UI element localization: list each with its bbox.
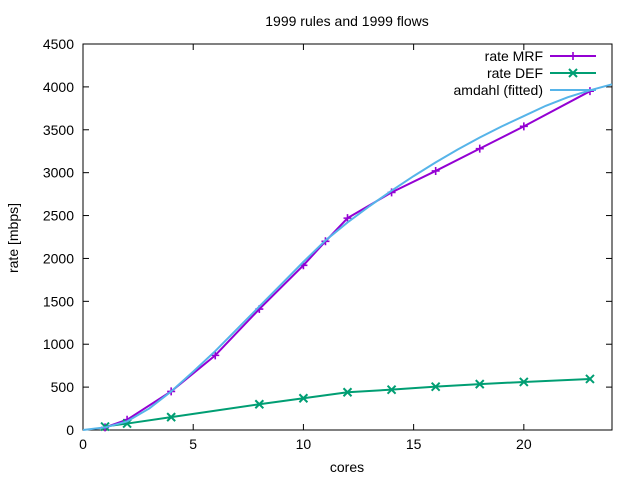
y-tick-label-2: 1000 — [43, 336, 74, 352]
series-0-point-11 — [519, 122, 528, 131]
chart-title: 1999 rules and 1999 flows — [265, 13, 428, 29]
series-1-point-5 — [342, 387, 353, 397]
series-1-point-6 — [386, 384, 397, 395]
x-tick-label-1: 5 — [189, 436, 197, 452]
y-tick-label-1: 500 — [51, 379, 75, 395]
x-tick-label-2: 10 — [296, 436, 312, 452]
y-tick-label-4: 2000 — [43, 250, 74, 266]
series-0-point-7 — [343, 214, 352, 223]
series-0-point-9 — [431, 166, 440, 175]
y-tick-label-6: 3000 — [43, 165, 74, 181]
series-line-0 — [104, 90, 591, 429]
y-tick-label-3: 1500 — [43, 293, 74, 309]
plot-area: 0 500 1000 1500 2000 2500 3000 3500 4000 4500 0 5 10… — [43, 36, 613, 452]
series-0-point-10 — [475, 144, 484, 153]
y-axis-label: rate [mbps] — [5, 203, 21, 273]
series-0-point-3 — [211, 351, 220, 360]
legend-label-0: rate MRF — [485, 48, 543, 64]
series-1-point-3 — [254, 399, 265, 409]
y-tick-label-8: 4000 — [43, 79, 74, 95]
series-1-point-4 — [298, 393, 309, 403]
y-tick-label-5: 2500 — [43, 208, 74, 224]
series-line-2 — [82, 83, 613, 431]
legend-label-2: amdahl (fitted) — [454, 82, 543, 98]
y-tick-label-0: 0 — [66, 422, 74, 438]
legend-marker-0 — [569, 52, 577, 60]
x-tick-label-0: 0 — [79, 436, 87, 452]
series-1-point-10 — [585, 374, 595, 384]
y-tick-label-7: 3500 — [43, 122, 74, 138]
x-tick-label-4: 20 — [516, 436, 532, 452]
series-1-point-2 — [166, 412, 176, 422]
series-1-point-7 — [430, 381, 441, 392]
series-1-point-9 — [519, 377, 529, 387]
legend-marker-1 — [568, 68, 578, 78]
series-1-point-8 — [475, 379, 485, 389]
plot-frame — [82, 43, 613, 431]
legend-label-1: rate DEF — [487, 65, 543, 81]
x-axis-label: cores — [330, 459, 364, 475]
x-tick-label-3: 15 — [406, 436, 422, 452]
y-tick-label-9: 4500 — [43, 36, 74, 52]
